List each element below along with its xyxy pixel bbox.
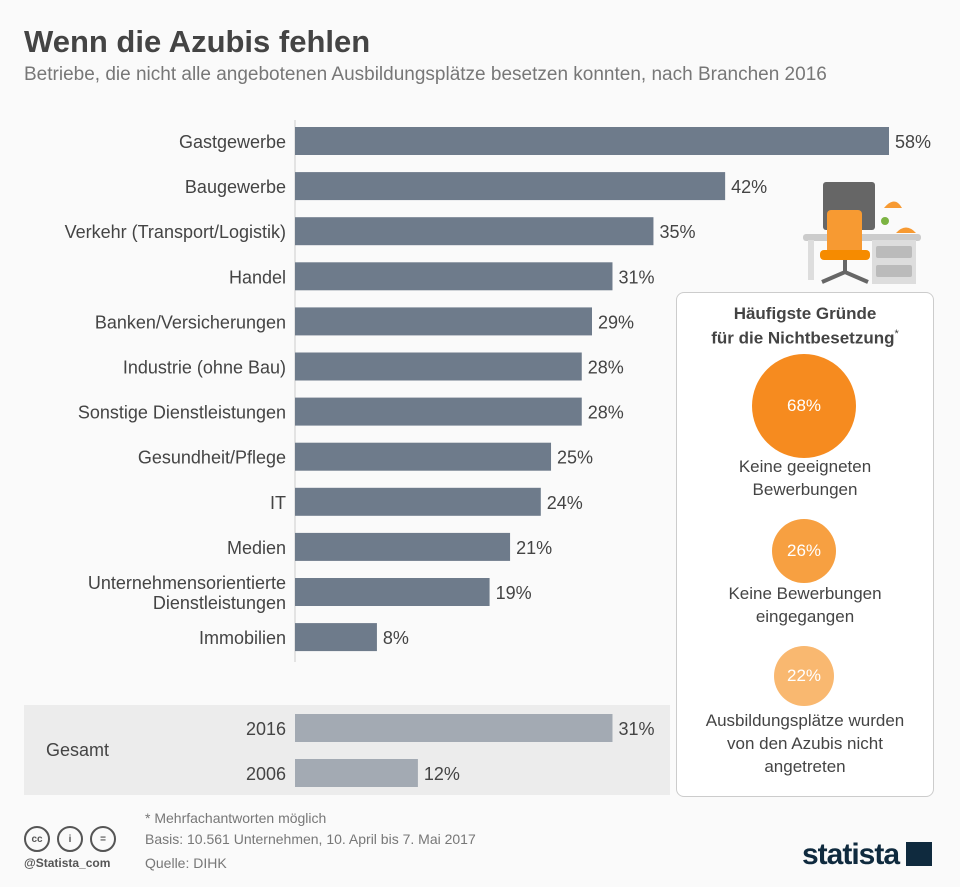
basis: Basis: 10.561 Unternehmen, 10. April bis… xyxy=(145,831,476,847)
bar xyxy=(295,578,490,606)
category-label: Immobilien xyxy=(199,628,286,648)
bar xyxy=(295,262,613,291)
category-label: Industrie (ohne Bau) xyxy=(123,358,286,378)
year-label: 2006 xyxy=(246,764,286,784)
bar xyxy=(295,532,511,561)
year-label: 2016 xyxy=(246,719,286,739)
bar xyxy=(295,487,541,516)
category-label: Gesundheit/Pflege xyxy=(138,448,286,468)
bar xyxy=(295,217,654,246)
reason-circle: 26% xyxy=(772,519,836,583)
bar-value-label: 19% xyxy=(496,583,532,603)
category-label: IT xyxy=(270,493,286,513)
reason-text: Keine geeigneten xyxy=(738,457,872,476)
category-label: Medien xyxy=(227,538,286,558)
bar xyxy=(295,172,726,201)
category-label: Handel xyxy=(229,267,286,287)
statista-logo-icon xyxy=(906,842,933,866)
reason-circle: 22% xyxy=(774,646,834,706)
total-bar xyxy=(295,759,418,787)
bar-value-label: 28% xyxy=(588,358,624,378)
bar-value-label: 58% xyxy=(895,132,931,152)
bar-value-label: 24% xyxy=(547,493,583,513)
reasons-panel: Häufigste Gründe für die Nichtbesetzung* … xyxy=(676,292,934,797)
total-value-label: 12% xyxy=(424,764,460,784)
bar-value-label: 21% xyxy=(516,538,552,558)
desk-illustration-part xyxy=(876,265,912,277)
category-label: Sonstige Dienstleistungen xyxy=(78,403,286,423)
chart-subtitle: Betriebe, die nicht alle angebotenen Aus… xyxy=(24,64,827,85)
total-bar xyxy=(295,714,613,742)
cc-icon: cc xyxy=(24,826,50,852)
logo-text: statista xyxy=(802,838,900,871)
bar-value-label: 28% xyxy=(588,403,624,423)
asterisk: * xyxy=(894,328,899,340)
reason-text: eingegangen xyxy=(755,607,855,626)
desk-illustration-part xyxy=(843,260,847,274)
bar xyxy=(295,623,377,652)
bar xyxy=(295,397,582,426)
bar-value-label: 31% xyxy=(618,267,654,287)
category-label: Verkehr (Transport/Logistik) xyxy=(65,222,286,242)
desk-illustration-part xyxy=(881,217,889,225)
reason-text: von den Azubis nicht xyxy=(727,734,883,753)
bar-value-label: 35% xyxy=(659,222,695,242)
panel-title: Häufigste Gründe für die Nichtbesetzung* xyxy=(677,303,933,349)
source: Quelle: DIHK xyxy=(145,855,227,871)
reason-text: Bewerbungen xyxy=(752,480,858,499)
desk-illustration-part xyxy=(820,250,870,260)
bar xyxy=(295,307,592,336)
bar-value-label: 25% xyxy=(557,448,593,468)
desk-illustration-part xyxy=(821,269,869,284)
desk-illustration-part xyxy=(876,246,912,258)
bar xyxy=(295,442,552,471)
reason-circle: 68% xyxy=(752,354,856,458)
statista-logo[interactable]: statista xyxy=(802,838,933,872)
category-label: Dienstleistungen xyxy=(153,593,286,613)
bar xyxy=(295,127,889,155)
chart-title: Wenn die Azubis fehlen xyxy=(24,24,371,59)
reason-text: Ausbildungsplätze wurden xyxy=(705,711,905,730)
bar xyxy=(295,352,582,381)
total-label: Gesamt xyxy=(46,740,109,760)
category-label: Banken/Versicherungen xyxy=(95,312,286,332)
desk-illustration-part xyxy=(884,201,902,208)
total-value-label: 31% xyxy=(618,719,654,739)
footnote: * Mehrfachantworten möglich xyxy=(145,810,327,826)
panel-title-line1: Häufigste Gründe xyxy=(733,304,877,323)
desk-illustration-part xyxy=(827,210,862,256)
category-label: Baugewerbe xyxy=(185,177,286,197)
desk-illustration-part xyxy=(808,240,814,280)
category-label: Gastgewerbe xyxy=(179,132,286,152)
attribution-icon: i xyxy=(57,826,83,852)
desk-illustration-part xyxy=(896,227,916,233)
bar-value-label: 8% xyxy=(383,628,409,648)
reason-text: Keine Bewerbungen xyxy=(728,584,882,603)
no-derivatives-icon: = xyxy=(90,826,116,852)
bar-value-label: 29% xyxy=(598,312,634,332)
panel-title-line2: für die Nichtbesetzung xyxy=(711,328,895,348)
statista-handle: @Statista_com xyxy=(24,856,111,870)
reason-text: angetreten xyxy=(764,757,846,776)
category-label: Unternehmensorientierte xyxy=(88,573,286,593)
bar-value-label: 42% xyxy=(731,177,767,197)
